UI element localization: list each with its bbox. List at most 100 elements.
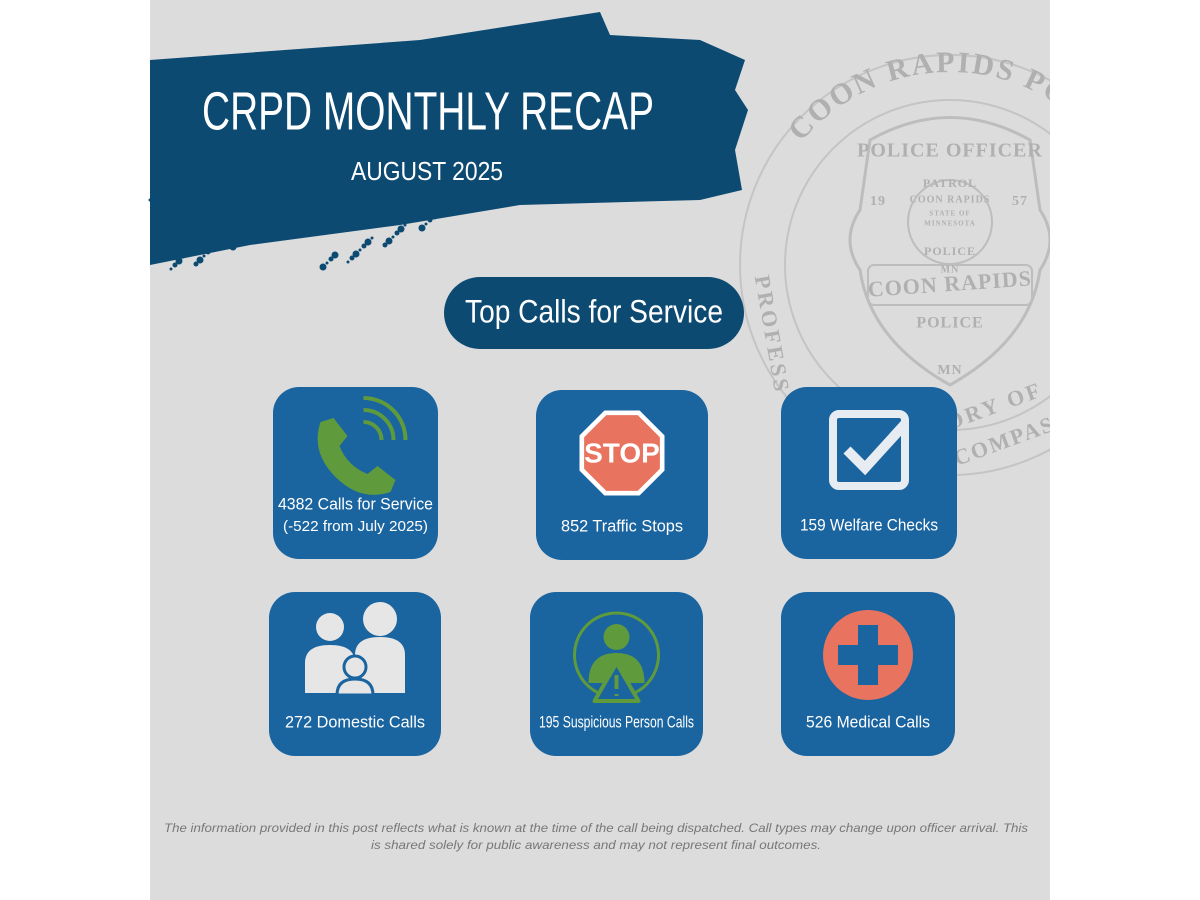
card-background [781,387,957,559]
brush-speckle [253,219,261,227]
brush-speckle [352,250,360,258]
brush-speckle [202,254,206,258]
call-card: 526 Medical Calls [781,592,955,756]
brush-speckle [397,225,405,233]
family-icon [355,637,405,693]
brush-speckle [241,231,249,239]
brush-speckle [358,248,362,252]
brush-speckle [328,256,334,262]
phone-wave [363,408,396,441]
checkbox [829,410,909,490]
seal-badge-text: POLICE [916,315,983,332]
brush-speckle [163,199,171,207]
brush-speckle [325,261,329,265]
brush-speckle [427,217,433,223]
brush-speckle [385,237,393,245]
brush-speckle [193,261,199,267]
brush-speckle [217,237,223,243]
brush-speckle [214,242,218,246]
brush-speckle [316,198,322,204]
brush-speckle [439,205,445,211]
disclaimer: is shared solely for public awareness an… [371,838,821,852]
brush-speckle [169,267,173,271]
brush-speckle [235,241,239,245]
brush-speckle [370,236,374,240]
brush-speckle [403,223,407,227]
phone-wave [363,420,384,441]
card-label: 195 Suspicious Person Calls [539,712,694,731]
seal-badge-text: STATE OF [929,210,970,218]
brush-speckle [364,238,372,246]
brush-speckle [229,243,237,251]
brush-speckle [307,205,315,213]
brush-speckle [238,236,244,242]
subtitle: AUGUST 2025 [351,156,503,186]
brush-speckle [175,257,183,265]
brush-speckle [160,204,166,210]
seal-badge-text: MINNESOTA [924,220,976,228]
brush-speckle [196,256,204,264]
call-card: STOP 852 Traffic Stops [536,390,708,560]
brush-speckle [346,260,350,264]
brush-speckle [430,212,438,220]
card-label: 526 Medical Calls [806,712,930,731]
brush-speckle [247,229,251,233]
brush-speckle [259,217,263,221]
seal-badge-text: MN [937,363,962,378]
call-card: 195 Suspicious Person Calls [530,592,703,756]
brush-speckle [319,263,327,271]
brush-speckle [283,211,289,217]
brush-speckle [292,204,296,208]
brush-speckle [208,244,216,252]
title: CRPD MONTHLY RECAP [202,81,654,141]
brush-speckle [424,222,428,226]
brush-speckle [382,242,388,248]
brush-speckle [157,209,161,213]
card-label: 272 Domestic Calls [285,712,425,731]
brush-speckle [442,200,450,208]
seal-badge-text: 57 [1012,194,1028,209]
brush-speckle [271,223,277,229]
seal-badge-text: PATROL [923,176,977,190]
phone-icon [317,418,396,495]
brush-speckle [361,243,367,249]
brush-speckle [184,250,190,256]
section-pill [444,277,744,349]
card-label: 4382 Calls for Service [278,494,433,513]
call-card: 4382 Calls for Service (-522 from July 20… [273,387,438,559]
brush-speckle [436,210,440,214]
family-icon [342,654,368,680]
brush-speckle [280,216,284,220]
stop-sign [584,415,660,491]
seal-badge-text: POLICE OFFICER [857,140,1043,162]
family-icon [363,602,397,636]
brush-speckle [406,218,412,224]
brush-speckle [250,224,256,230]
call-card: 272 Domestic Calls [269,592,441,756]
brush-speckle [295,199,301,205]
checkmark [843,420,909,476]
seal-badge-text: COON RAPIDS [910,194,991,205]
brush-speckle [286,206,294,214]
disclaimer: The information provided in this post re… [164,821,1028,835]
family-icon [316,613,344,641]
call-card: 159 Welfare Checks [781,387,957,559]
brush-speckle [331,251,339,259]
phone-wave [363,396,408,441]
brush-speckle [418,224,426,232]
brush-speckle [274,218,282,226]
section-title: Top Calls for Service [465,293,723,329]
brush-speckle [394,230,400,236]
brush-speckle [181,255,185,259]
card-label: 159 Welfare Checks [800,515,938,534]
brush-speckle [391,235,395,239]
seal-badge-text: POLICE [924,244,976,258]
brush-speckle [313,203,317,207]
brush-speckle [349,255,355,261]
brush-speckle [172,262,178,268]
person-icon [603,624,630,650]
card-label: (-522 from July 2025) [283,518,428,535]
seal-badge-text: MN [941,264,960,275]
